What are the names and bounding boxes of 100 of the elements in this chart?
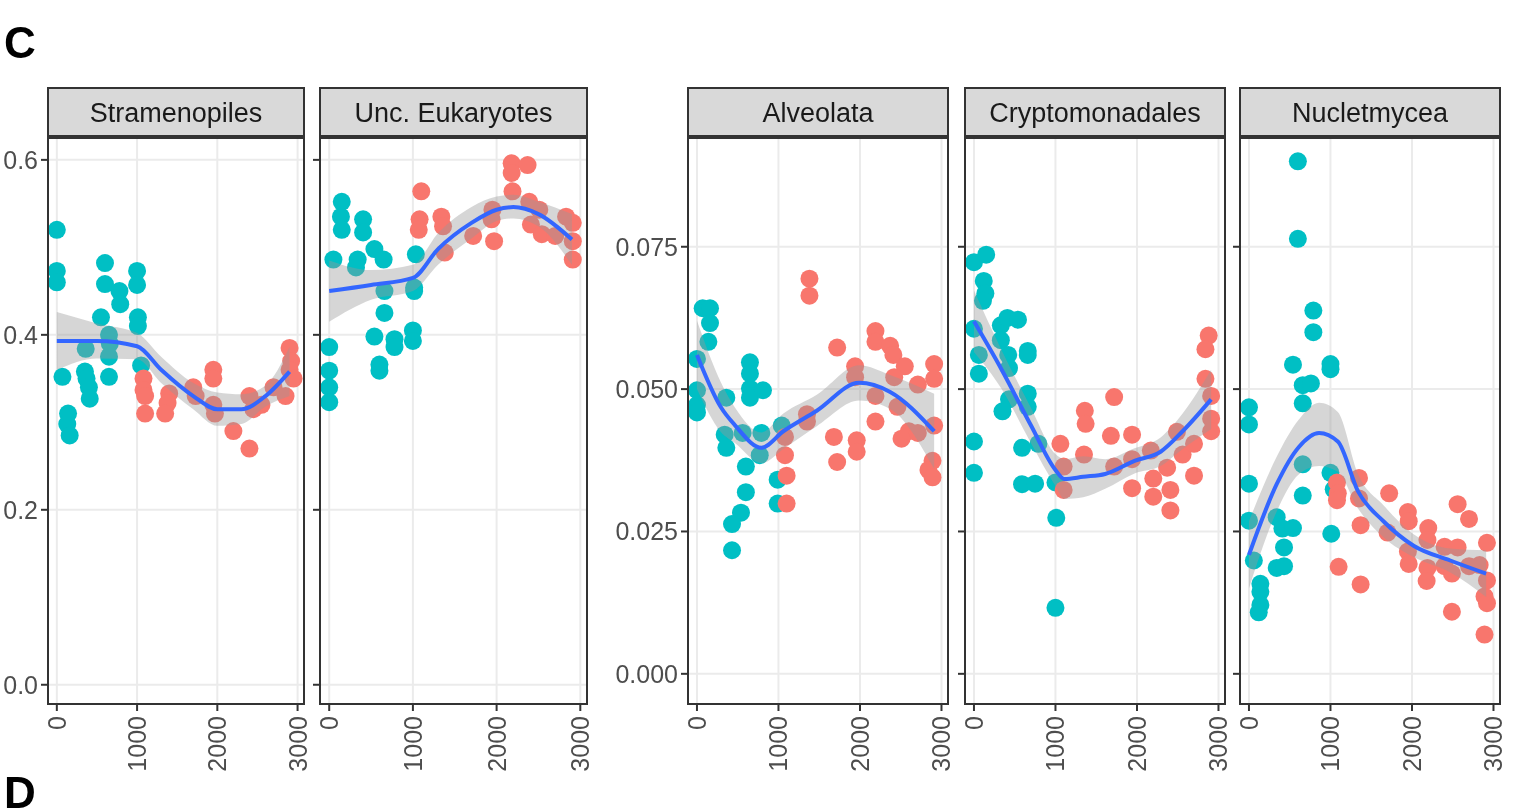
point <box>977 245 996 264</box>
point <box>99 347 118 366</box>
point <box>95 254 114 273</box>
point <box>925 369 944 388</box>
point <box>1185 434 1204 453</box>
point <box>884 345 903 364</box>
point <box>1101 426 1120 445</box>
point <box>1047 508 1066 527</box>
point <box>240 439 259 458</box>
point <box>1351 575 1370 594</box>
point <box>1475 625 1494 644</box>
point <box>1293 486 1312 505</box>
point <box>1477 594 1496 613</box>
point <box>1054 480 1073 499</box>
x-tick-label: 0 <box>682 716 711 730</box>
y-tick-label: 0.4 <box>3 320 39 349</box>
point <box>47 220 66 239</box>
point <box>925 355 944 374</box>
point <box>1161 480 1180 499</box>
point <box>1293 455 1312 474</box>
chart-title: Nucletmycea <box>1291 98 1450 128</box>
chart-title: Unc. Eukaryotes <box>354 98 553 128</box>
x-tick-label: 1000 <box>764 716 793 772</box>
chart-title: Alveolata <box>762 98 875 128</box>
y-tick-label: 0.075 <box>615 232 678 261</box>
point <box>111 295 130 314</box>
point <box>95 275 114 294</box>
point <box>964 463 983 482</box>
x-tick-label: 1000 <box>1316 716 1345 772</box>
point <box>1442 564 1461 583</box>
x-tick-label: 3000 <box>283 716 312 772</box>
point <box>736 483 755 502</box>
point <box>800 286 819 305</box>
point <box>1105 388 1124 407</box>
x-tick-label: 3000 <box>927 716 956 772</box>
point <box>1275 538 1294 557</box>
point <box>156 404 175 423</box>
point <box>1196 340 1215 359</box>
point <box>464 226 483 245</box>
point <box>969 364 988 383</box>
point <box>1239 474 1258 493</box>
x-tick-label: 0 <box>1234 716 1263 730</box>
point <box>717 438 736 457</box>
point <box>969 345 988 364</box>
point <box>1460 509 1479 528</box>
point <box>1123 479 1142 498</box>
point <box>777 466 796 485</box>
point <box>412 182 431 201</box>
point <box>485 232 504 251</box>
point <box>503 182 522 201</box>
point <box>1144 487 1163 506</box>
point <box>964 432 983 451</box>
y-tick-label: 0.2 <box>3 495 38 524</box>
point <box>365 327 384 346</box>
point <box>923 468 942 487</box>
point <box>775 446 794 465</box>
point <box>908 375 927 394</box>
point <box>736 457 755 476</box>
point <box>1185 466 1204 485</box>
x-tick-label: 1000 <box>1041 716 1070 772</box>
point <box>1075 445 1093 464</box>
x-tick-label: 3000 <box>1204 716 1233 772</box>
point <box>1288 152 1307 171</box>
point <box>991 331 1010 350</box>
point <box>1417 572 1436 591</box>
point <box>1380 484 1399 503</box>
point <box>320 393 339 412</box>
y-tick-label: 0.0 <box>3 670 38 699</box>
point <box>1158 458 1177 477</box>
x-tick-label: 0 <box>315 716 344 730</box>
y-tick-label: 0.6 <box>3 145 38 174</box>
x-tick-label: 1000 <box>398 716 427 772</box>
x-tick-label: 1000 <box>123 716 152 772</box>
point <box>1196 369 1215 388</box>
point <box>1239 511 1258 530</box>
point <box>1351 516 1370 535</box>
point <box>1304 323 1323 342</box>
point <box>866 412 885 431</box>
point <box>1442 602 1461 621</box>
chart-title: Cryptomonadales <box>989 98 1201 128</box>
point <box>828 338 847 357</box>
point <box>1329 557 1348 576</box>
point <box>375 303 394 322</box>
point <box>518 156 537 175</box>
point <box>1477 571 1496 590</box>
x-tick-label: 2000 <box>1397 716 1426 772</box>
point <box>406 245 425 264</box>
point <box>777 494 796 513</box>
point <box>1161 501 1180 520</box>
x-tick-label: 2000 <box>203 716 232 772</box>
x-tick-label: 2000 <box>482 716 511 772</box>
point <box>1054 457 1073 476</box>
point <box>1288 229 1307 248</box>
point <box>717 388 736 407</box>
point <box>276 387 295 406</box>
point <box>320 361 339 380</box>
point <box>1046 598 1065 617</box>
text: C <box>4 18 36 67</box>
point <box>752 423 771 442</box>
point <box>800 269 819 288</box>
